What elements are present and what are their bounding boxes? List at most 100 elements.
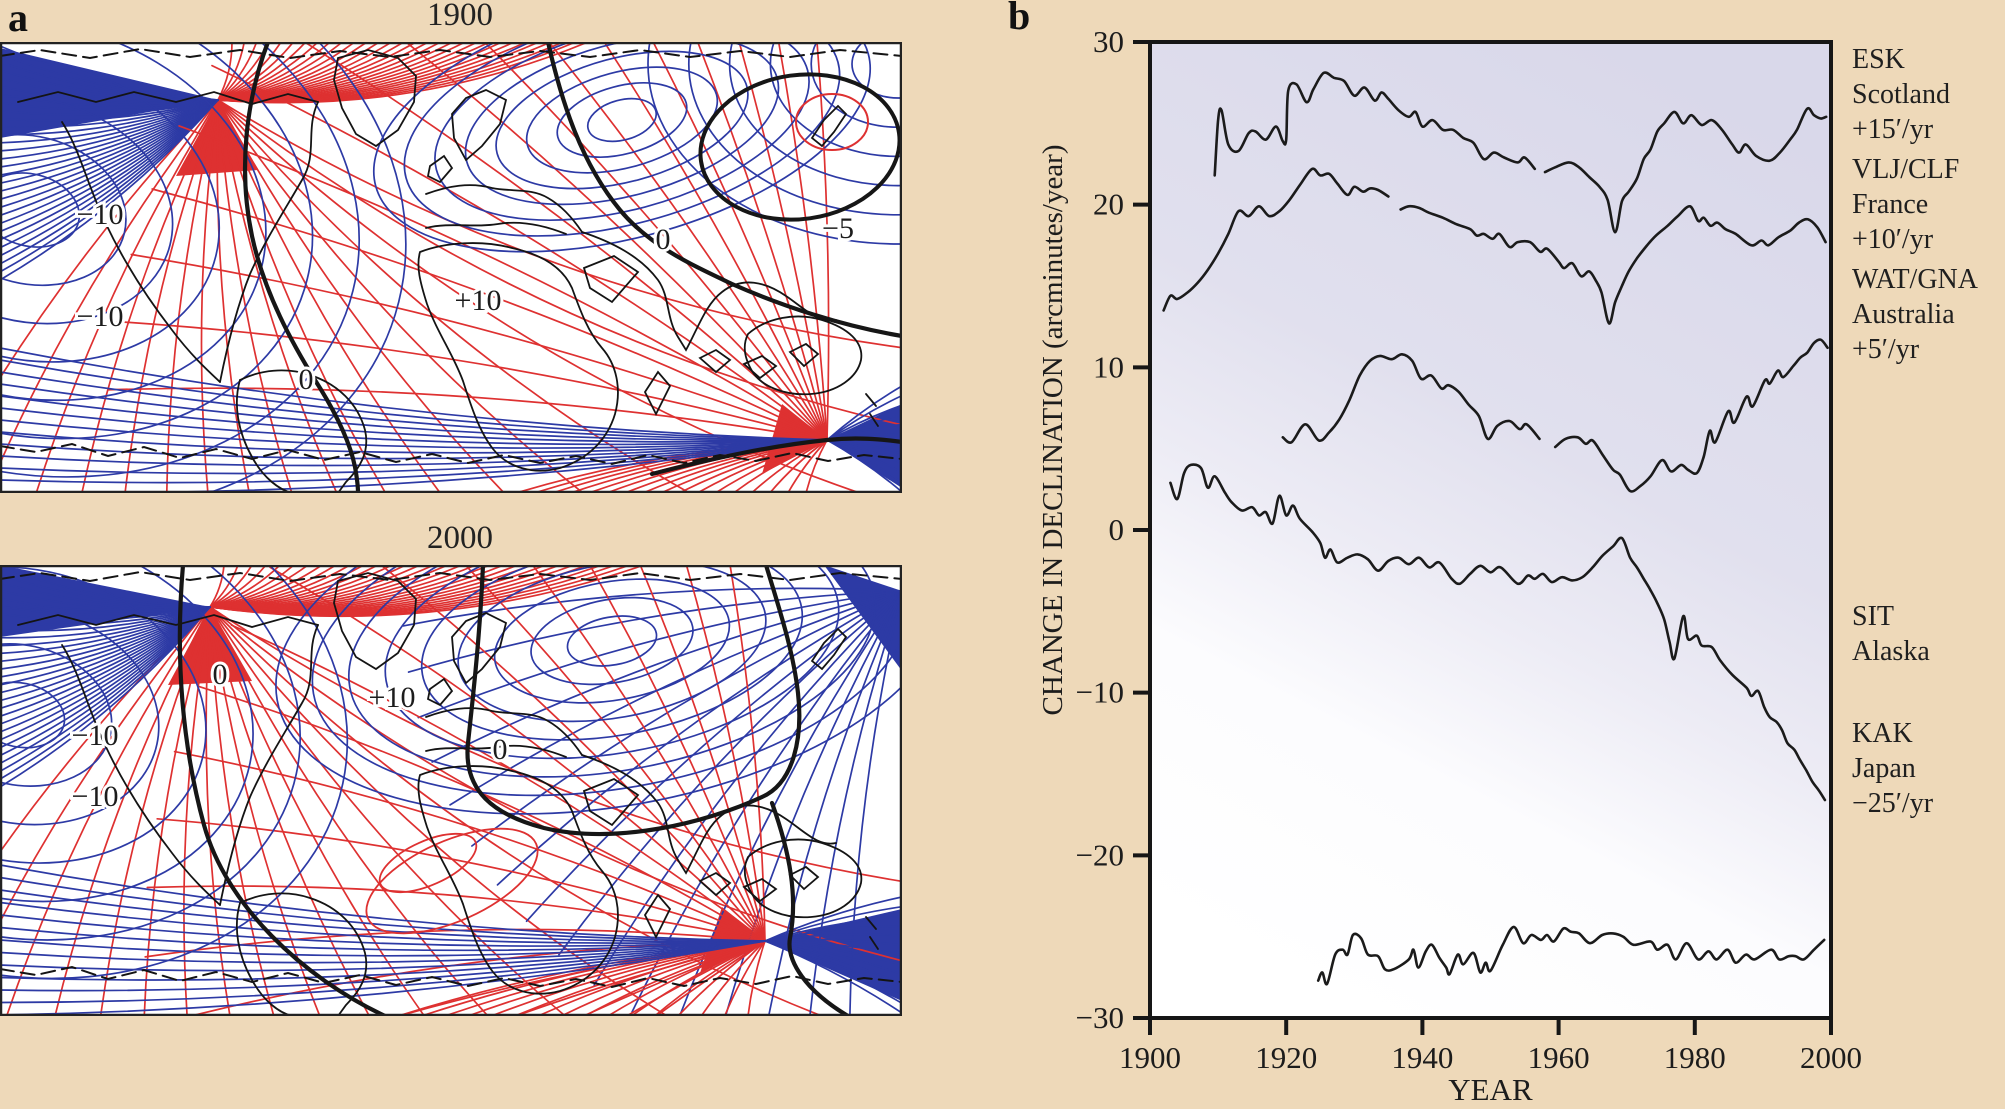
y-tick-label: −20 bbox=[1076, 837, 1124, 872]
contour-line bbox=[124, 99, 219, 493]
contour-oval bbox=[566, 615, 658, 667]
series-label-line: SIT bbox=[1852, 601, 1894, 632]
contour-line bbox=[0, 606, 211, 924]
contour-line bbox=[209, 565, 645, 618]
series-label-line: VLJ/CLF bbox=[1852, 154, 1959, 185]
map-contour-label: +10 bbox=[369, 681, 416, 714]
contour-dense-region bbox=[0, 48, 218, 138]
series-label-line: KAK bbox=[1852, 718, 1913, 749]
contour-line bbox=[0, 439, 828, 484]
series-curve-esk bbox=[1543, 106, 1828, 234]
contour-field bbox=[0, 42, 902, 493]
contour-oval bbox=[0, 133, 127, 287]
contour-line bbox=[764, 940, 902, 995]
contour-line bbox=[558, 590, 902, 956]
zero-contour-line bbox=[769, 800, 851, 1016]
contour-line bbox=[173, 750, 766, 942]
series-label-line: WAT/GNA bbox=[1852, 264, 1979, 295]
contour-oval bbox=[0, 42, 407, 493]
contour-line bbox=[0, 606, 211, 725]
contour-line bbox=[0, 99, 219, 185]
contour-oval bbox=[372, 42, 872, 253]
series-curve-wat-gna bbox=[1553, 338, 1829, 493]
x-tick-label: 1940 bbox=[1391, 1040, 1453, 1075]
coastline bbox=[581, 754, 837, 875]
contour-line bbox=[0, 606, 211, 670]
series-curve-sit bbox=[1169, 463, 1827, 802]
contour-line bbox=[0, 606, 211, 678]
coastline bbox=[743, 315, 863, 396]
coastline bbox=[425, 707, 583, 756]
contour-line bbox=[0, 901, 766, 944]
coastline bbox=[219, 101, 319, 383]
contour-oval bbox=[647, 42, 902, 245]
series-label-line: −25′/yr bbox=[1852, 788, 1934, 819]
contour-oval bbox=[0, 565, 254, 903]
contour-line bbox=[0, 914, 766, 947]
contour-line bbox=[217, 99, 692, 493]
contour-line bbox=[826, 404, 902, 441]
contour-line bbox=[165, 99, 219, 493]
contour-line bbox=[216, 99, 251, 493]
contour-oval bbox=[0, 566, 207, 864]
zero-contour-line bbox=[242, 42, 361, 493]
contour-line bbox=[0, 605, 211, 616]
map-1900-title: 1900 bbox=[427, 0, 493, 33]
y-tick-label: −10 bbox=[1076, 675, 1124, 710]
contour-line bbox=[404, 42, 828, 441]
contour-line bbox=[205, 606, 231, 1016]
contour-line bbox=[0, 940, 766, 972]
map-contour-label: 0 bbox=[213, 658, 228, 691]
contour-line bbox=[0, 99, 219, 168]
contour-line bbox=[625, 940, 766, 1016]
contour-line bbox=[581, 940, 766, 1016]
contour-line bbox=[0, 926, 766, 952]
contour-line bbox=[0, 395, 828, 443]
contour-dense-region bbox=[168, 607, 252, 685]
contour-line bbox=[750, 439, 828, 493]
coastline bbox=[333, 49, 417, 148]
contour-oval bbox=[347, 565, 877, 778]
contour-line bbox=[537, 940, 766, 1016]
contour-oval bbox=[851, 42, 902, 99]
contour-line bbox=[54, 606, 211, 1016]
contour-oval bbox=[420, 565, 804, 741]
closed-contour bbox=[795, 93, 869, 151]
contour-line bbox=[0, 940, 766, 1004]
contour-line bbox=[0, 359, 828, 441]
contour-line bbox=[0, 606, 211, 632]
contour-line bbox=[209, 606, 490, 1016]
contour-line bbox=[99, 606, 211, 1016]
coastline bbox=[0, 442, 902, 466]
contour-line bbox=[209, 606, 321, 1016]
coastline bbox=[333, 572, 417, 671]
coastline bbox=[239, 369, 368, 493]
coastline bbox=[426, 154, 454, 184]
contour-line bbox=[0, 407, 828, 446]
contour-oval bbox=[525, 66, 719, 174]
series-curve-vlj-clf bbox=[1399, 204, 1827, 325]
zero-contour-line bbox=[465, 565, 802, 837]
contour-line bbox=[0, 93, 219, 107]
contour-line bbox=[143, 606, 211, 1016]
contour-line bbox=[768, 439, 828, 493]
coastline bbox=[788, 865, 820, 891]
contour-line bbox=[211, 64, 828, 441]
contour-line bbox=[0, 940, 766, 992]
contour-line bbox=[81, 99, 219, 493]
contour-line bbox=[764, 940, 902, 966]
coastline bbox=[582, 254, 640, 304]
coastline bbox=[451, 612, 508, 685]
contour-line bbox=[0, 77, 219, 103]
coastline bbox=[239, 892, 368, 1016]
contour-line bbox=[0, 940, 766, 1016]
contour-line bbox=[724, 590, 902, 1016]
coastline bbox=[17, 91, 319, 105]
contour-line bbox=[496, 590, 902, 886]
contour-line bbox=[0, 99, 219, 193]
y-tick-label: 30 bbox=[1093, 24, 1124, 59]
contour-line bbox=[826, 394, 902, 441]
contour-line bbox=[0, 99, 219, 176]
y-tick-label: −30 bbox=[1076, 1000, 1124, 1035]
contour-line bbox=[714, 439, 828, 493]
